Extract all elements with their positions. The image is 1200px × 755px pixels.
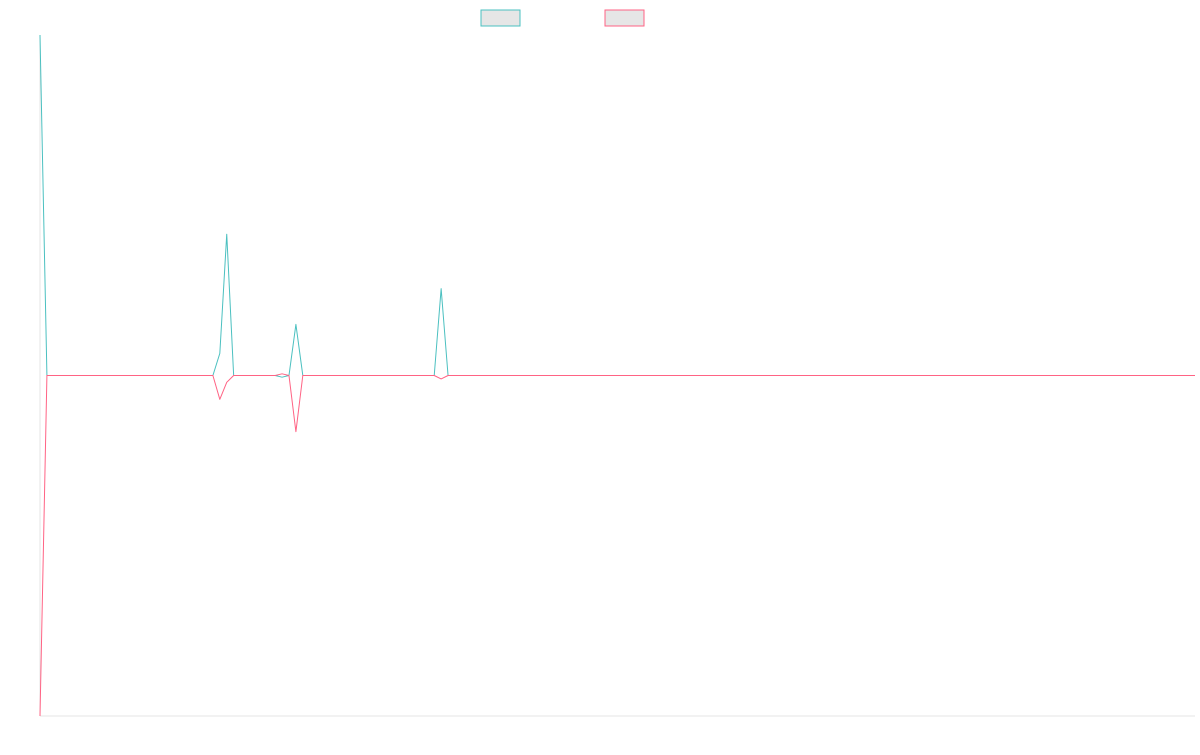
series-line-1 <box>39 34 1195 378</box>
legend <box>480 9 645 27</box>
legend-swatch-series-1[interactable] <box>480 9 521 27</box>
legend-swatch-series-2[interactable] <box>604 9 645 27</box>
series-layer <box>39 34 1195 717</box>
series-line-2 <box>39 373 1195 717</box>
